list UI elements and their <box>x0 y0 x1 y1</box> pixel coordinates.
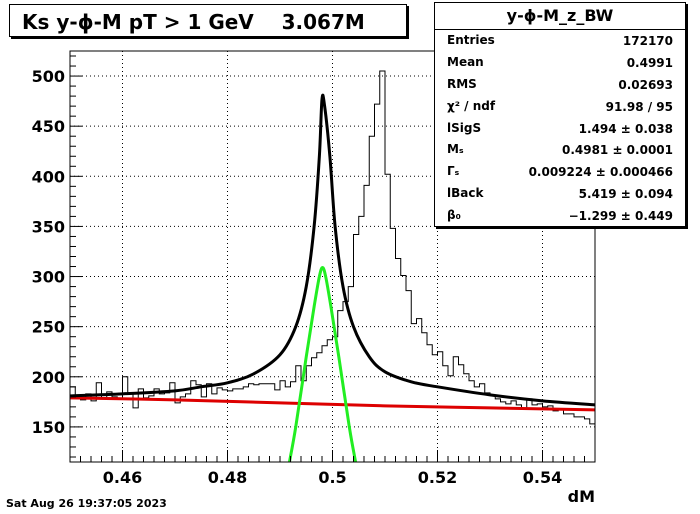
y-tick-label: 450 <box>32 117 65 136</box>
histogram <box>70 70 595 425</box>
stats-value: −1.299 ± 0.449 <box>568 209 673 224</box>
fit-curves <box>69 93 596 463</box>
stats-title: y-ϕ-M_z_BW <box>435 3 685 30</box>
stats-label: β₀ <box>447 208 461 223</box>
stats-row-lsigs: lSigS 1.494 ± 0.038 <box>435 118 685 140</box>
stats-row-entries: Entries 172170 <box>435 30 685 52</box>
y-tick-label: 350 <box>32 217 65 236</box>
stats-row-beta0: β₀ −1.299 ± 0.449 <box>435 205 685 227</box>
y-tick-label: 200 <box>32 368 65 387</box>
stats-label: lBack <box>447 186 484 201</box>
stats-box: y-ϕ-M_z_BW Entries 172170 Mean 0.4991 RM… <box>434 2 686 227</box>
signal-fit-curve <box>287 266 358 463</box>
stats-value: 0.4981 ± 0.0001 <box>561 143 673 158</box>
stats-row-rms: RMS 0.02693 <box>435 74 685 96</box>
stats-value: 91.98 / 95 <box>605 99 673 114</box>
stats-value: 1.494 ± 0.038 <box>578 121 673 136</box>
total-fit-curve <box>69 93 596 407</box>
y-tick-label: 300 <box>32 268 65 287</box>
stats-row-lback: lBack 5.419 ± 0.094 <box>435 183 685 205</box>
x-tick-label: 0.5 <box>318 468 346 487</box>
stats-label: Mean <box>447 54 484 69</box>
x-axis-label: dM <box>568 487 595 506</box>
stats-value: 0.4991 <box>626 55 673 70</box>
x-tick-label: 0.46 <box>103 468 142 487</box>
background-fit-curve <box>69 396 596 412</box>
stats-label: χ² / ndf <box>447 98 496 113</box>
y-tick-label: 150 <box>32 418 65 437</box>
stats-row-gammas: Γₛ 0.009224 ± 0.000466 <box>435 161 685 183</box>
stats-label: Γₛ <box>447 164 460 179</box>
stats-label: RMS <box>447 76 477 91</box>
stats-value: 0.009224 ± 0.000466 <box>528 165 673 180</box>
y-tick-label: 250 <box>32 318 65 337</box>
axes: 0.46 0.48 0.5 0.52 0.54 150 200 250 300 350 400 450… <box>32 50 596 506</box>
x-tick-label: 0.52 <box>418 468 457 487</box>
stats-value: 5.419 ± 0.094 <box>578 187 673 202</box>
stats-row-mean: Mean 0.4991 <box>435 52 685 74</box>
y-tick-label: 500 <box>32 67 65 86</box>
plot-title: Ks y-ϕ-M pT > 1 GeV 3.067M <box>22 10 365 34</box>
y-tick-label: 400 <box>32 167 65 186</box>
x-tick-label: 0.48 <box>208 468 247 487</box>
histogram-outline <box>70 70 595 425</box>
stats-value: 0.02693 <box>618 77 673 92</box>
plot-title-box: Ks y-ϕ-M pT > 1 GeV 3.067M <box>9 4 407 37</box>
stats-row-ms: Mₛ 0.4981 ± 0.0001 <box>435 139 685 161</box>
timestamp: Sat Aug 26 19:37:05 2023 <box>6 497 167 510</box>
stats-label: lSigS <box>447 120 482 135</box>
stats-label: Mₛ <box>447 142 464 157</box>
stats-row-chi2: χ² / ndf 91.98 / 95 <box>435 96 685 118</box>
stats-label: Entries <box>447 33 495 47</box>
x-tick-label: 0.54 <box>523 468 562 487</box>
stats-value: 172170 <box>622 34 673 48</box>
